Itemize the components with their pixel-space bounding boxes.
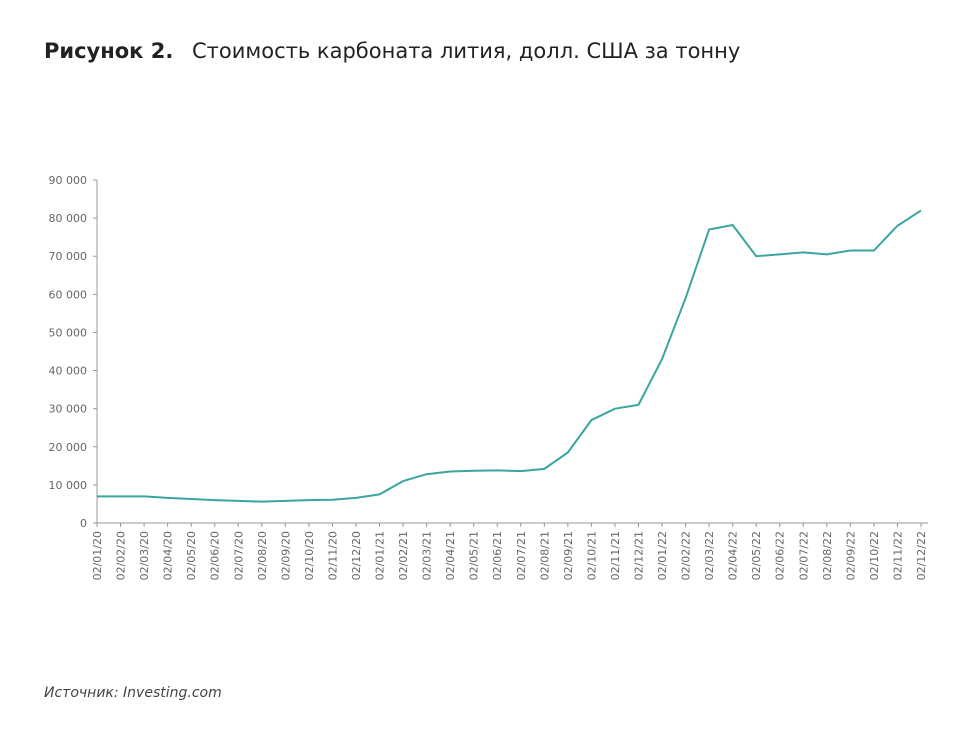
x-tick-label: 02/08/22: [821, 531, 834, 580]
y-tick-label: 0: [80, 517, 87, 530]
x-tick-label: 02/07/20: [232, 531, 245, 580]
x-tick-label: 02/01/22: [656, 531, 669, 580]
y-tick-label: 90 000: [49, 174, 88, 187]
x-tick-label: 02/12/22: [915, 531, 928, 580]
x-tick-label: 02/02/22: [680, 531, 693, 580]
x-tick-label: 02/10/22: [868, 531, 881, 580]
x-tick-label: 02/12/21: [632, 531, 645, 580]
source: Источник: Investing.com: [44, 685, 222, 701]
x-tick-label: 02/03/21: [421, 531, 434, 580]
x-tick-label: 02/06/20: [209, 531, 222, 580]
x-tick-label: 02/03/22: [703, 531, 716, 580]
y-tick-label: 60 000: [49, 288, 88, 301]
x-tick-label: 02/09/22: [844, 531, 857, 580]
x-tick-label: 02/02/21: [397, 531, 410, 580]
x-tick-label: 02/05/21: [468, 531, 481, 580]
chart-title-label: Рисунок 2.: [44, 39, 173, 63]
x-tick-label: 02/05/22: [750, 531, 763, 580]
x-tick-label: 02/07/22: [797, 531, 810, 580]
x-tick-label: 02/04/20: [162, 531, 175, 580]
x-tick-label: 02/01/21: [374, 531, 387, 580]
x-tick-label: 02/10/21: [585, 531, 598, 580]
y-tick-label: 70 000: [49, 250, 88, 263]
y-tick-label: 80 000: [49, 212, 88, 225]
x-tick-label: 02/07/21: [515, 531, 528, 580]
x-tick-label: 02/04/22: [727, 531, 740, 580]
y-tick-label: 10 000: [49, 479, 88, 492]
x-tick-label: 02/11/22: [891, 531, 904, 580]
x-tick-label: 02/03/20: [138, 531, 151, 580]
x-tick-label: 02/11/20: [326, 531, 339, 580]
y-tick-label: 40 000: [49, 365, 88, 378]
x-tick-label: 02/09/20: [279, 531, 292, 580]
x-tick-label: 02/10/20: [303, 531, 316, 580]
x-tick-label: 02/04/21: [444, 531, 457, 580]
x-tick-label: 02/05/20: [185, 531, 198, 580]
x-tick-label: 02/06/21: [491, 531, 504, 580]
x-tick-label: 02/01/20: [91, 531, 104, 580]
x-tick-label: 02/08/20: [256, 531, 269, 580]
y-tick-label: 20 000: [49, 441, 88, 454]
x-tick-label: 02/12/20: [350, 531, 363, 580]
x-tick-label: 02/09/21: [562, 531, 575, 580]
line: [97, 209, 922, 503]
x-tick-label: 02/08/21: [538, 531, 551, 580]
x-tick-label: 02/02/20: [115, 531, 128, 580]
y-tick-label: 30 000: [49, 403, 88, 416]
x-tick-label: 02/06/22: [774, 531, 787, 580]
x-tick-label: 02/11/21: [609, 531, 622, 580]
y-tick-label: 50 000: [49, 326, 88, 339]
chart-title: Стоимость карбоната лития, долл. США за …: [192, 39, 740, 63]
